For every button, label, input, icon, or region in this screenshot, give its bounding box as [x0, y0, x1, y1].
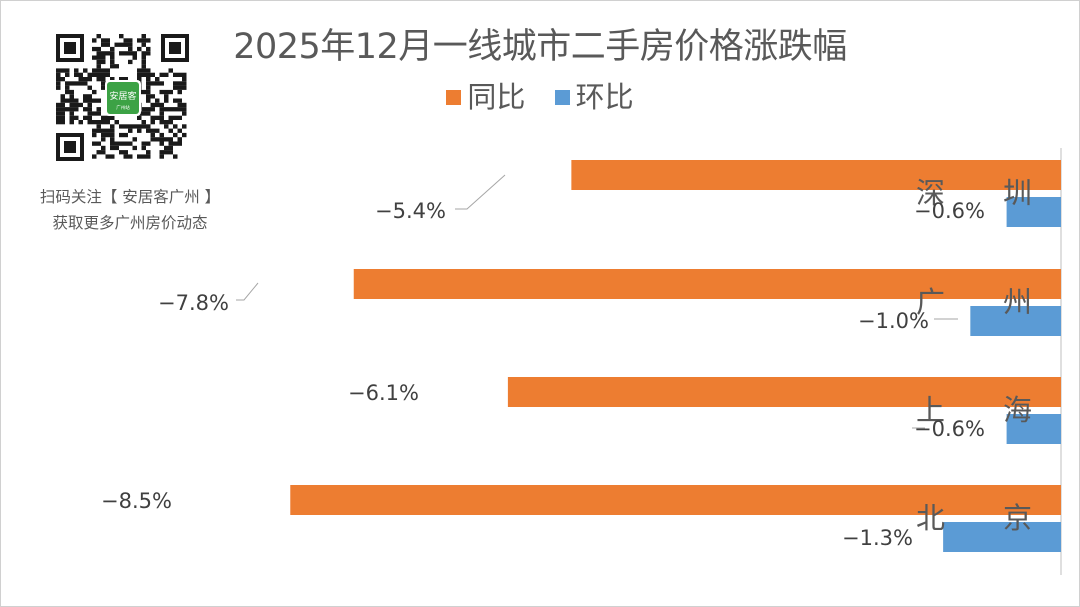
value-label-mom-2: −0.6% — [914, 417, 985, 441]
legend-swatch-mom — [554, 90, 570, 105]
bar-yoy-3 — [290, 485, 1061, 515]
qr-caption-line2: 获取更多广州房价动态 — [52, 214, 208, 232]
legend-label-yoy: 同比 — [467, 80, 526, 114]
bar-mom-1 — [970, 306, 1061, 336]
qr-logo-sub: 广州站 — [116, 104, 130, 111]
qr-finder-top-left — [56, 34, 84, 62]
value-label-yoy-1: −7.8% — [158, 291, 229, 315]
legend: 同比 环比 — [0, 74, 1080, 116]
category-label-1: 广 州 — [916, 285, 1032, 319]
value-label-mom-0: −0.6% — [914, 199, 985, 223]
legend-item-yoy: 同比 — [446, 74, 525, 116]
bar-mom-0 — [1006, 197, 1061, 227]
category-label-3: 北 京 — [916, 501, 1032, 535]
value-label-mom-1: −1.0% — [858, 309, 929, 333]
leader-line-0-0 — [455, 174, 506, 210]
qr-code[interactable]: 安居客 广州站 — [55, 33, 190, 162]
bar-yoy-2 — [507, 377, 1061, 407]
chart-title: 2025年12月一线城市二手房价格涨跌幅 — [233, 27, 847, 67]
anjuke-logo: 安居客 广州站 — [105, 80, 141, 116]
value-label-mom-3: −1.3% — [842, 526, 913, 550]
qr-caption: 扫码关注【 安居客广州 】 获取更多广州房价动态 — [20, 184, 240, 236]
legend-label-mom: 环比 — [575, 80, 634, 114]
qr-finder-top-right — [161, 34, 189, 62]
bar-mom-3 — [943, 522, 1061, 552]
bar-mom-2 — [1006, 414, 1061, 444]
value-label-yoy-3: −8.5% — [101, 489, 172, 513]
value-label-yoy-0: −5.4% — [375, 199, 446, 223]
bar-yoy-1 — [353, 269, 1062, 299]
leader-line-0-1 — [236, 282, 259, 301]
category-label-2: 上 海 — [916, 393, 1032, 427]
qr-logo-text: 安居客 — [109, 90, 136, 102]
qr-caption-line1: 扫码关注【 安居客广州 】 — [39, 188, 221, 206]
qr-finder-bottom-left — [56, 133, 84, 161]
category-label-0: 深 圳 — [916, 176, 1032, 210]
bar-yoy-0 — [571, 160, 1061, 190]
legend-swatch-yoy — [446, 90, 462, 105]
value-label-yoy-2: −6.1% — [348, 381, 419, 405]
legend-item-mom: 环比 — [554, 74, 634, 116]
